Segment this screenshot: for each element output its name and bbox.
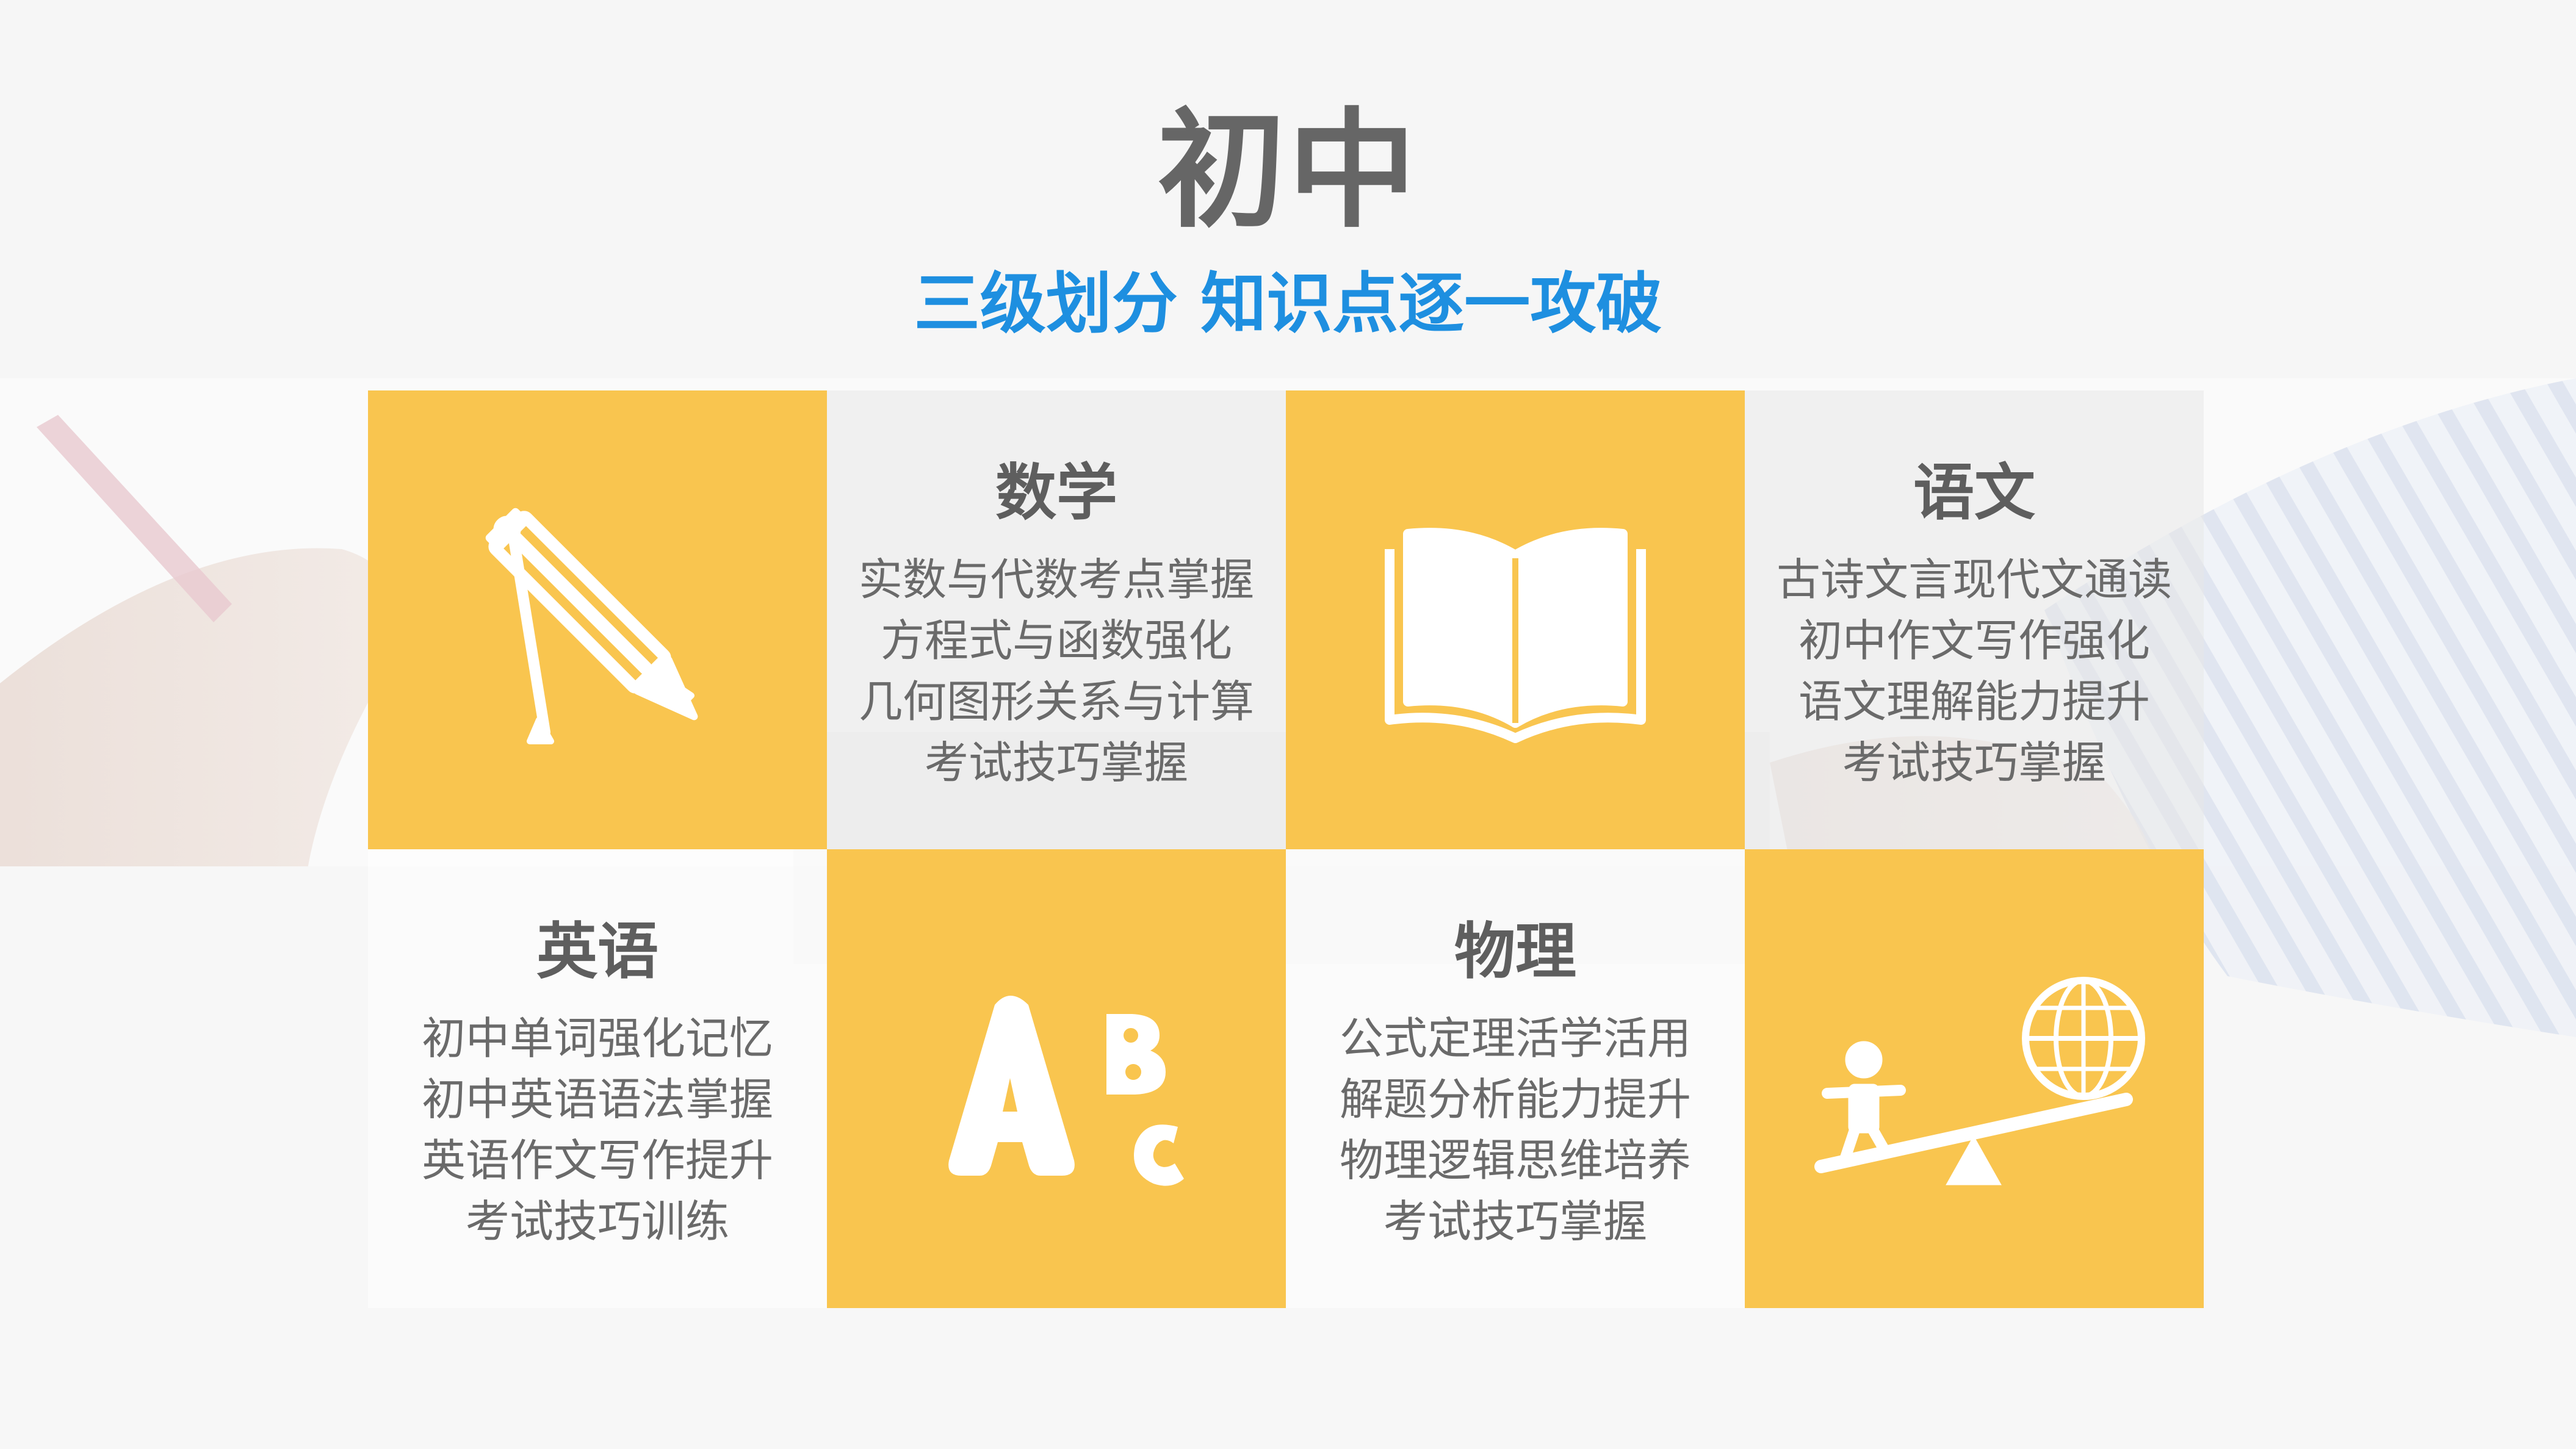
compass-pencil-icon xyxy=(485,508,698,744)
english-title: 英语 xyxy=(536,916,658,987)
list-item: 解题分析能力提升 xyxy=(1339,1074,1691,1125)
math-topic-list: 实数与代数考点掌握 方程式与函数强化 几何图形关系与计算 考试技巧掌握 xyxy=(827,549,1286,793)
list-item: 公式定理活学活用 xyxy=(1339,1013,1691,1064)
physics-tile: 物理 公式定理活学活用 解题分析能力提升 物理逻辑思维培养 考试技巧掌握 xyxy=(1286,849,1745,1308)
list-item: 考试技巧掌握 xyxy=(924,737,1188,788)
chinese-icon-tile xyxy=(1286,390,1745,849)
math-title: 数学 xyxy=(995,457,1117,528)
list-item: 方程式与函数强化 xyxy=(880,615,1232,666)
english-icon-tile xyxy=(827,849,1286,1308)
list-item: 物理逻辑思维培养 xyxy=(1339,1135,1691,1186)
page-subtitle: 三级划分 知识点逐一攻破 xyxy=(914,266,1662,342)
list-item: 几何图形关系与计算 xyxy=(858,676,1254,727)
physics-title: 物理 xyxy=(1454,916,1576,987)
physics-icon-tile xyxy=(1745,849,2204,1308)
list-item: 初中单词强化记忆 xyxy=(421,1013,773,1064)
chinese-tile: 语文 古诗文言现代文通读 初中作文写作强化 语文理解能力提升 考试技巧掌握 xyxy=(1745,390,2204,849)
list-item: 古诗文言现代文通读 xyxy=(1776,554,2172,605)
math-icon-tile xyxy=(368,390,827,849)
seesaw-globe-icon xyxy=(1814,977,2145,1185)
abc-letters-icon xyxy=(948,996,1184,1186)
open-book-icon xyxy=(1385,528,1646,743)
list-item: 英语作文写作提升 xyxy=(421,1135,773,1186)
chinese-topic-list: 古诗文言现代文通读 初中作文写作强化 语文理解能力提升 考试技巧掌握 xyxy=(1745,549,2204,793)
physics-topic-list: 公式定理活学活用 解题分析能力提升 物理逻辑思维培养 考试技巧掌握 xyxy=(1286,1008,1745,1252)
list-item: 初中英语语法掌握 xyxy=(421,1074,773,1125)
list-item: 考试技巧掌握 xyxy=(1842,737,2106,788)
list-item: 考试技巧掌握 xyxy=(1383,1196,1647,1247)
list-item: 实数与代数考点掌握 xyxy=(858,554,1254,605)
english-tile: 英语 初中单词强化记忆 初中英语语法掌握 英语作文写作提升 考试技巧训练 xyxy=(368,849,827,1308)
list-item: 考试技巧训练 xyxy=(465,1196,729,1247)
list-item: 语文理解能力提升 xyxy=(1798,676,2150,727)
english-topic-list: 初中单词强化记忆 初中英语语法掌握 英语作文写作提升 考试技巧训练 xyxy=(368,1008,827,1252)
page-title: 初中 xyxy=(1157,96,1419,245)
math-tile: 数学 实数与代数考点掌握 方程式与函数强化 几何图形关系与计算 考试技巧掌握 xyxy=(827,390,1286,849)
chinese-title: 语文 xyxy=(1913,457,2035,528)
list-item: 初中作文写作强化 xyxy=(1798,615,2150,666)
